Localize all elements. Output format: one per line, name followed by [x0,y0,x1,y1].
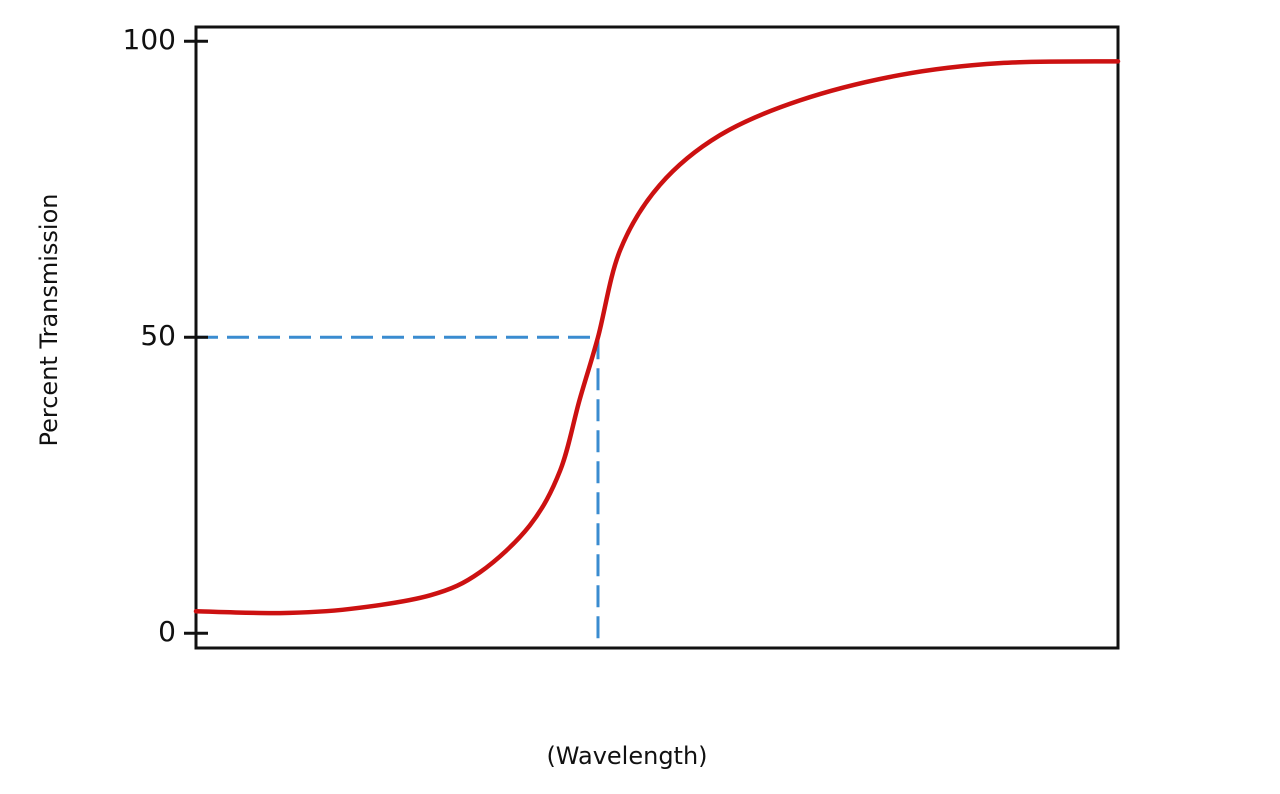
y-axis-label: Percent Transmission [35,194,63,447]
y-tick-label: 0 [158,615,176,648]
transmission-curve [193,59,1121,616]
x-axis-label: (Wavelength) [546,742,707,770]
y-tick-label: 100 [123,23,176,56]
y-tick-label: 50 [140,319,176,352]
